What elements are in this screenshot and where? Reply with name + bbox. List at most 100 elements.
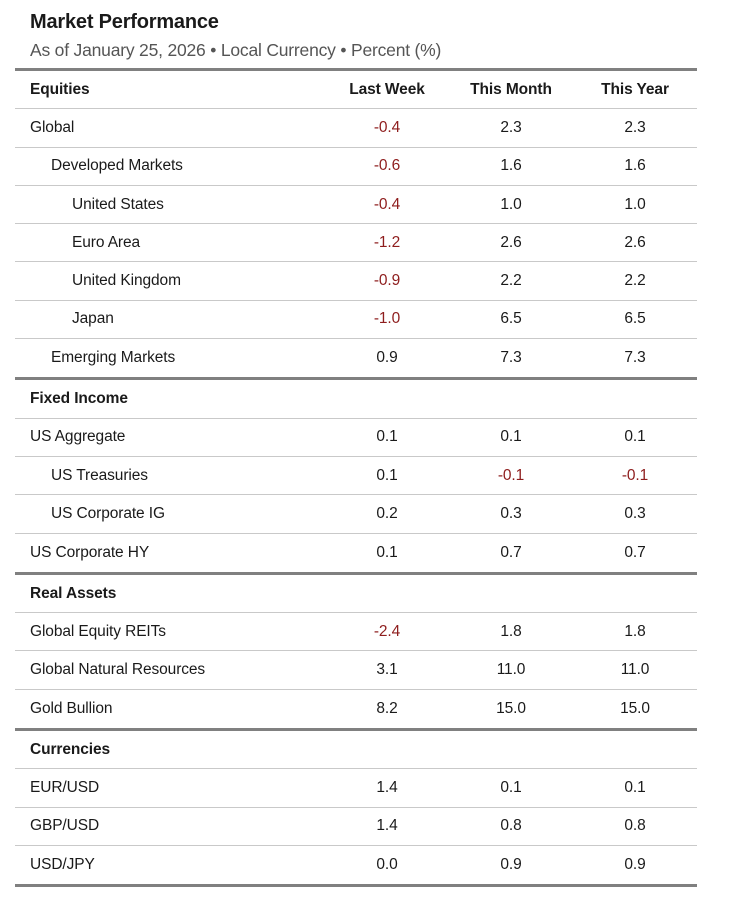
value-cell: 8.2 xyxy=(376,699,398,717)
value-cell: 6.5 xyxy=(624,310,646,328)
page-title: Market Performance xyxy=(30,11,219,33)
section-title-fixed-income: Fixed Income xyxy=(30,390,128,408)
value-cell: 7.3 xyxy=(500,349,522,367)
value-cell: 0.0 xyxy=(376,856,398,874)
value-cell: 0.9 xyxy=(376,349,398,367)
row-label: Gold Bullion xyxy=(30,699,113,717)
table-section: Equities Last Week This Month This Year Gl… xyxy=(15,68,697,377)
performance-table: Equities Last Week This Month This Year Gl… xyxy=(15,68,697,888)
value-cell: 0.1 xyxy=(624,428,646,446)
section-header-row: Equities Last Week This Month This Year xyxy=(15,71,697,110)
value-cell: 1.4 xyxy=(376,817,398,835)
row-label: US Corporate HY xyxy=(30,543,150,561)
value-cell: -0.6 xyxy=(373,157,401,175)
row-label: Global Equity REITs xyxy=(30,622,166,640)
value-cell: 11.0 xyxy=(620,661,650,679)
table-row: United States -0.4 1.0 1.0 xyxy=(15,186,697,225)
table-row: United Kingdom -0.9 2.2 2.2 xyxy=(15,262,697,301)
value-cell: 1.8 xyxy=(500,622,522,640)
value-cell: 0.9 xyxy=(624,856,646,874)
table-row: Developed Markets -0.6 1.6 1.6 xyxy=(15,148,697,186)
section-header-row: Fixed Income xyxy=(15,380,697,419)
value-cell: 11.0 xyxy=(496,661,526,679)
table-row: GBP/USD 1.4 0.8 0.8 xyxy=(15,808,697,846)
row-label: US Treasuries xyxy=(51,466,148,484)
value-cell: -0.4 xyxy=(373,118,401,136)
value-cell: -0.1 xyxy=(497,466,525,484)
row-label: United States xyxy=(72,195,164,213)
value-cell: 1.4 xyxy=(376,778,398,796)
value-cell: 1.6 xyxy=(500,157,522,175)
value-cell: 15.0 xyxy=(620,699,650,717)
table-row: Japan -1.0 6.5 6.5 xyxy=(15,301,697,340)
value-cell: 2.2 xyxy=(624,272,646,290)
row-label: GBP/USD xyxy=(30,817,100,835)
value-cell: 0.1 xyxy=(624,778,646,796)
section-title-equities: Equities xyxy=(30,80,90,98)
value-cell: 0.1 xyxy=(376,428,398,446)
value-cell: 0.2 xyxy=(376,504,398,522)
value-cell: 1.0 xyxy=(624,195,646,213)
value-cell: 0.8 xyxy=(500,817,522,835)
table-row: US Aggregate 0.1 0.1 0.1 xyxy=(15,419,697,457)
page-subtitle: As of January 25, 2026 • Local Currency … xyxy=(30,40,442,60)
table-row: Global Natural Resources 3.1 11.0 11.0 xyxy=(15,651,697,690)
row-label: Developed Markets xyxy=(51,157,183,175)
table-row: Euro Area -1.2 2.6 2.6 xyxy=(15,224,697,263)
value-cell: 2.6 xyxy=(624,233,646,251)
value-cell: 6.5 xyxy=(500,310,522,328)
table-row: Global Equity REITs -2.4 1.8 1.8 xyxy=(15,613,697,652)
value-cell: 0.9 xyxy=(500,856,522,874)
column-header: This Year xyxy=(601,80,669,98)
value-cell: -1.0 xyxy=(373,310,401,328)
value-cell: 1.8 xyxy=(624,622,646,640)
row-label: US Aggregate xyxy=(30,428,126,446)
value-cell: 0.3 xyxy=(624,504,646,522)
value-cell: 7.3 xyxy=(624,349,646,367)
table-row: US Corporate HY 0.1 0.7 0.7 xyxy=(15,534,697,572)
section-title-real-assets: Real Assets xyxy=(30,584,117,602)
value-cell: 0.1 xyxy=(500,428,522,446)
row-label: EUR/USD xyxy=(30,778,100,796)
row-label: USD/JPY xyxy=(30,856,95,874)
table-row: US Treasuries 0.1 -0.1 -0.1 xyxy=(15,457,697,496)
column-header: This Month xyxy=(470,80,552,98)
value-cell: -0.1 xyxy=(621,466,649,484)
value-cell: 2.3 xyxy=(500,118,522,136)
report-header: Market Performance As of January 25, 202… xyxy=(15,0,697,61)
value-cell: 15.0 xyxy=(496,699,526,717)
value-cell: 0.7 xyxy=(624,543,646,561)
value-cell: 3.1 xyxy=(376,661,398,679)
value-cell: 1.6 xyxy=(624,157,646,175)
value-cell: -1.2 xyxy=(373,233,401,251)
value-cell: -0.9 xyxy=(373,272,401,290)
value-cell: 0.8 xyxy=(624,817,646,835)
row-label: Euro Area xyxy=(72,233,141,251)
table-row: USD/JPY 0.0 0.9 0.9 xyxy=(15,846,697,884)
table-row: Emerging Markets 0.9 7.3 7.3 xyxy=(15,339,697,377)
row-label: Global xyxy=(30,118,75,136)
market-performance-page: Market Performance As of January 25, 202… xyxy=(15,0,697,888)
table-row: Gold Bullion 8.2 15.0 15.0 xyxy=(15,690,697,728)
row-label: US Corporate IG xyxy=(51,504,165,522)
row-label: Japan xyxy=(72,310,114,328)
value-cell: 0.1 xyxy=(376,466,398,484)
value-cell: 0.1 xyxy=(376,543,398,561)
table-section: Currencies EUR/USD 1.4 0.1 0.1 GBP/USD 1.4… xyxy=(15,728,697,884)
table-row: Global -0.4 2.3 2.3 xyxy=(15,109,697,148)
section-header-row: Currencies xyxy=(15,731,697,770)
value-cell: 0.3 xyxy=(500,504,522,522)
section-header-row: Real Assets xyxy=(15,575,697,614)
value-cell: 2.6 xyxy=(500,233,522,251)
value-cell: -0.4 xyxy=(373,195,401,213)
column-header: Last Week xyxy=(349,80,425,98)
table-row: US Corporate IG 0.2 0.3 0.3 xyxy=(15,495,697,534)
row-label: Global Natural Resources xyxy=(30,661,206,679)
value-cell: 0.1 xyxy=(500,778,522,796)
table-section: Fixed Income US Aggregate 0.1 0.1 0.1 US T… xyxy=(15,377,697,571)
value-cell: 2.2 xyxy=(500,272,522,290)
section-title-currencies: Currencies xyxy=(30,740,110,758)
table-section: Real Assets Global Equity REITs -2.4 1.8 1… xyxy=(15,571,697,728)
table-row: EUR/USD 1.4 0.1 0.1 xyxy=(15,769,697,808)
value-cell: 0.7 xyxy=(500,543,522,561)
